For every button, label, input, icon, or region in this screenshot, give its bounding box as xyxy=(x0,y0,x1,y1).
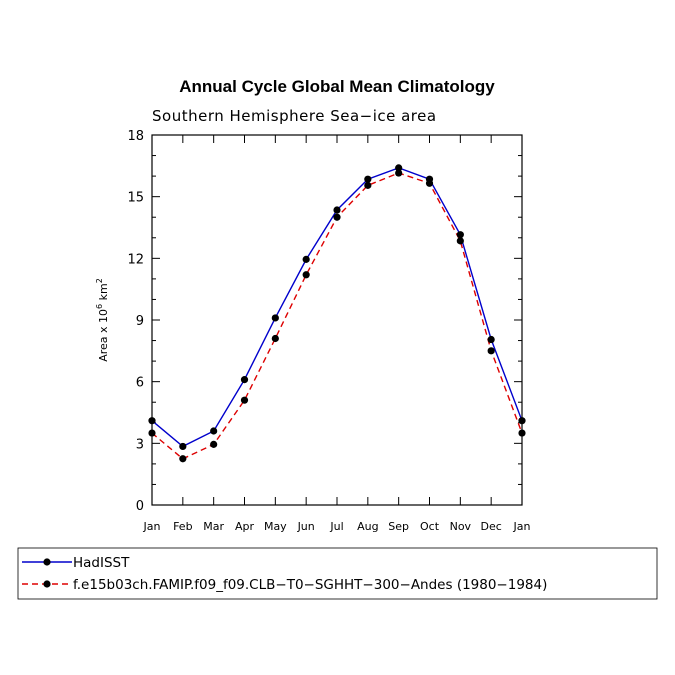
legend-box xyxy=(17,547,658,600)
data-point-s1-2 xyxy=(210,440,218,448)
x-tick-label: Jul xyxy=(329,520,343,533)
data-point-s1-5 xyxy=(302,271,310,279)
y-tick-label: 3 xyxy=(136,437,144,452)
chart-subtitle: Southern Hemisphere Sea−ice area xyxy=(152,107,437,125)
x-axis: Jan Feb Mar Apr May Jun Jul Aug Sep Oct Nov Dec Jan xyxy=(143,135,531,533)
y-tick-label: 6 xyxy=(136,376,144,391)
data-point-s0-3 xyxy=(240,376,249,384)
y-tick-label: 9 xyxy=(136,314,144,329)
data-point-s1-3 xyxy=(240,396,249,404)
data-point-s0-0 xyxy=(148,417,156,425)
data-point-s1-10 xyxy=(456,237,464,245)
x-tick-label: Mar xyxy=(203,520,224,533)
legend-entry-model: f.e15b03ch.FAMIP.f09_f09.CLB−T0−SGHHT−30… xyxy=(22,577,547,593)
data-point-s1-12 xyxy=(518,429,526,437)
plot-frame xyxy=(151,134,523,506)
y-axis-label: Area x 106 km2 xyxy=(95,278,110,362)
x-tick-label: Apr xyxy=(235,520,255,533)
data-point-s1-0 xyxy=(148,429,156,437)
x-tick-label: Jan xyxy=(143,520,161,533)
series-layer xyxy=(148,164,526,463)
data-point-s1-8 xyxy=(395,169,403,177)
legend-label-model: f.e15b03ch.FAMIP.f09_f09.CLB−T0−SGHHT−30… xyxy=(73,577,547,593)
data-point-s0-11 xyxy=(487,335,495,344)
data-point-s1-4 xyxy=(271,334,279,343)
data-point-s1-7 xyxy=(364,181,372,189)
data-point-s0-1 xyxy=(179,442,187,451)
legend-marker-model xyxy=(43,580,51,588)
x-tick-label: Aug xyxy=(357,520,378,533)
x-tick-label: Jun xyxy=(297,520,315,533)
data-point-s0-4 xyxy=(271,314,279,322)
y-tick-label: 0 xyxy=(136,499,144,514)
x-tick-label: Jan xyxy=(513,520,531,533)
data-point-s0-5 xyxy=(302,255,310,263)
data-point-s0-6 xyxy=(333,206,341,214)
legend-entry-hadisst: HadISST xyxy=(22,555,130,571)
chart-title: Annual Cycle Global Mean Climatology xyxy=(179,77,495,96)
data-point-s0-10 xyxy=(456,231,464,239)
legend-marker-hadisst xyxy=(43,558,51,566)
data-point-s0-8 xyxy=(395,164,403,172)
y-tick-label: 12 xyxy=(127,252,144,267)
x-tick-label: Sep xyxy=(388,520,409,533)
data-point-s1-11 xyxy=(487,347,495,355)
x-tick-label: Oct xyxy=(420,520,440,533)
data-point-s1-6 xyxy=(333,213,341,221)
data-point-s0-7 xyxy=(364,175,372,183)
data-point-s0-12 xyxy=(518,417,526,425)
x-tick-label: Dec xyxy=(481,520,502,533)
x-tick-label: Feb xyxy=(173,520,192,533)
y-axis: 0 3 6 9 12 15 18 xyxy=(127,129,522,514)
x-tick-label: May xyxy=(264,520,287,533)
data-point-s1-9 xyxy=(425,179,434,187)
data-point-s1-1 xyxy=(179,455,187,463)
legend-label-hadisst: HadISST xyxy=(73,555,130,571)
y-tick-label: 15 xyxy=(127,191,144,206)
y-tick-label: 18 xyxy=(127,129,144,144)
x-tick-label: Nov xyxy=(450,520,472,533)
data-point-s0-2 xyxy=(210,427,218,435)
